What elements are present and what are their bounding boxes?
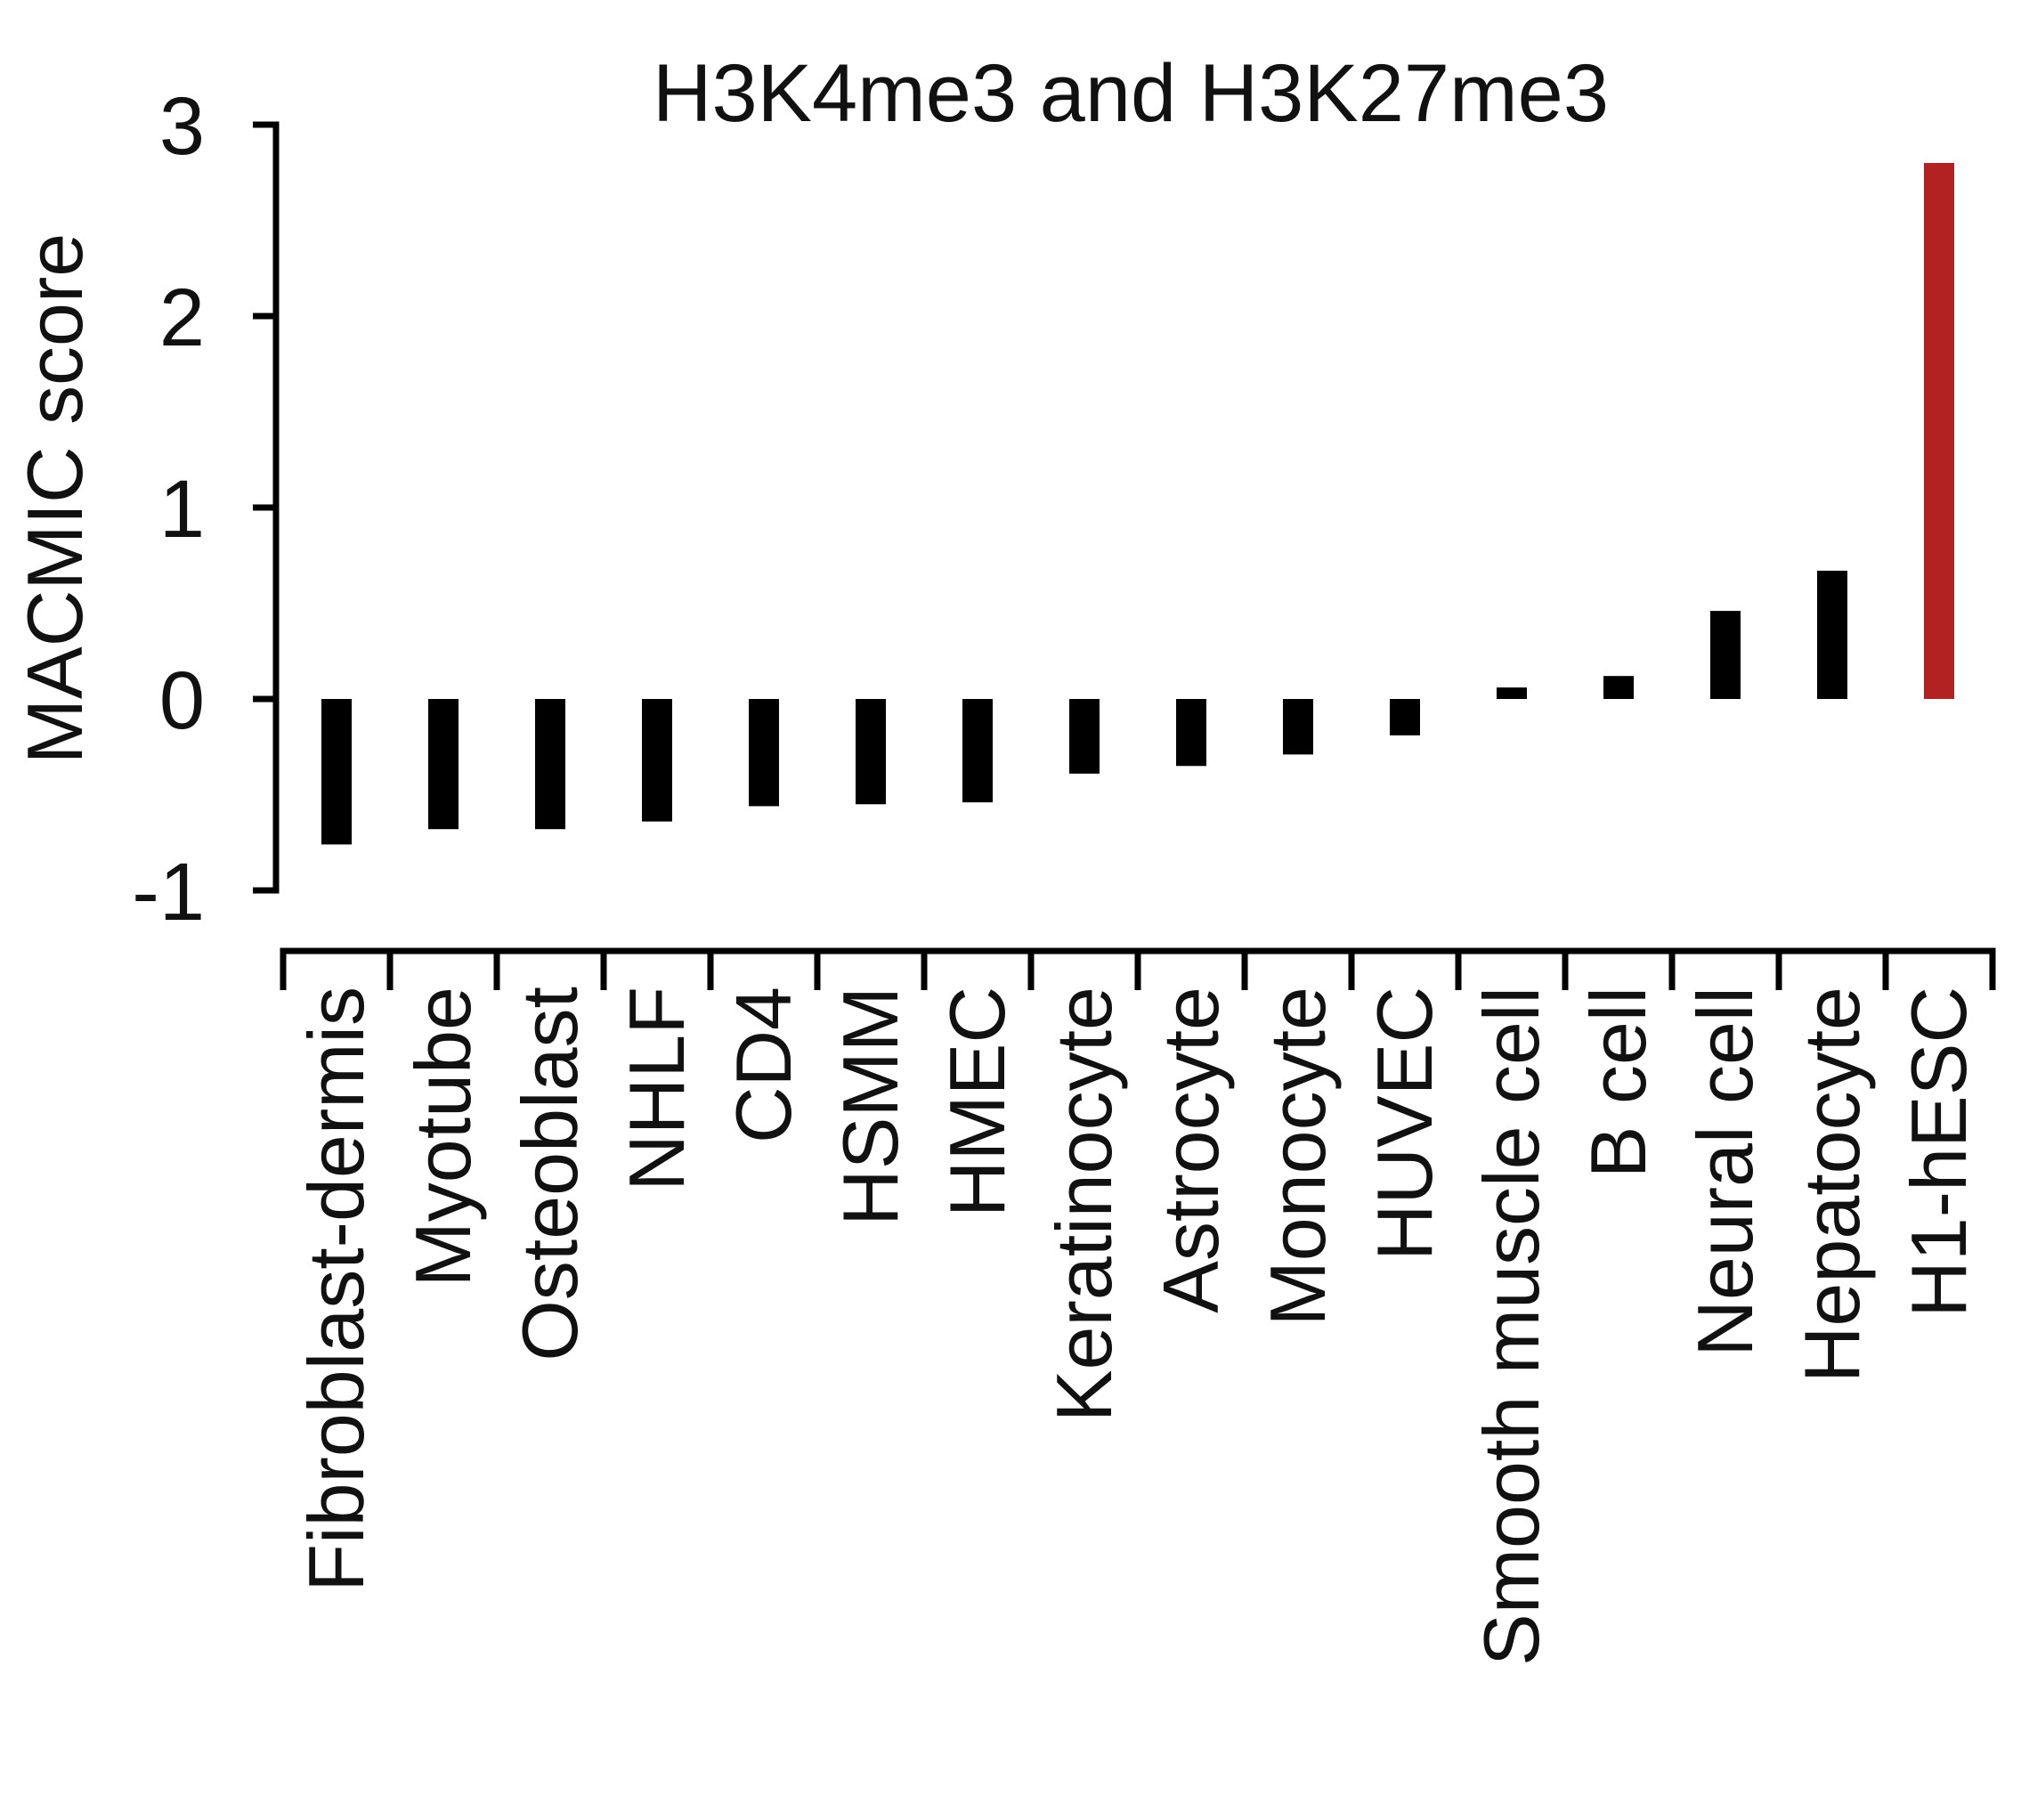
y-tick-label: 3 xyxy=(159,81,205,172)
bar xyxy=(1497,687,1527,699)
y-tick-label: 1 xyxy=(159,464,205,555)
x-tick-label: Keratinocyte xyxy=(1040,987,1128,1422)
bar xyxy=(642,699,672,822)
x-tick-label: HSMM xyxy=(826,987,914,1226)
bar xyxy=(1069,699,1100,774)
x-tick-labels: Fibroblast-dermis Myotube Osteoblast NHLF CD… xyxy=(292,987,1983,1666)
bar xyxy=(1176,699,1206,767)
x-tick-label: Astrocyte xyxy=(1147,987,1235,1313)
x-tick-label: B cell xyxy=(1574,987,1662,1178)
y-tick-label: 2 xyxy=(159,272,205,363)
y-axis: -1 0 1 2 3 xyxy=(132,81,280,938)
bar xyxy=(1924,163,1954,699)
x-tick-label: NHLF xyxy=(613,987,701,1191)
x-tick-label: HUVEC xyxy=(1360,987,1449,1261)
x-tick-label: Fibroblast-dermis xyxy=(292,987,380,1592)
x-tick-label: H1-hESC xyxy=(1895,987,1983,1318)
chart-title: H3K4me3 and H3K27me3 xyxy=(653,48,1609,139)
bars xyxy=(321,163,1954,845)
x-tick-label: Hepatocyte xyxy=(1788,987,1876,1383)
y-tick-label: -1 xyxy=(132,847,205,938)
bar xyxy=(1710,611,1741,699)
x-axis xyxy=(280,947,1996,990)
bar xyxy=(1817,570,1847,699)
bar xyxy=(535,699,565,830)
x-tick-label: HMEC xyxy=(933,987,1021,1217)
bar xyxy=(962,699,993,803)
bar xyxy=(749,699,779,807)
bar xyxy=(1283,699,1313,755)
x-tick-label: Monocyte xyxy=(1254,987,1342,1327)
y-tick-label: 0 xyxy=(159,655,205,746)
x-tick-label: Smooth muscle cell xyxy=(1467,987,1555,1666)
x-tick-label: CD4 xyxy=(719,987,808,1143)
x-tick-label: Osteoblast xyxy=(506,987,594,1361)
y-axis-label: MACMIC score xyxy=(11,233,99,765)
bar xyxy=(1390,699,1420,735)
x-tick-label: Neural cell xyxy=(1681,987,1769,1357)
bar xyxy=(1603,676,1634,699)
bar xyxy=(321,699,352,845)
x-tick-label: Myotube xyxy=(399,987,487,1288)
bar xyxy=(428,699,459,830)
bar xyxy=(856,699,886,805)
